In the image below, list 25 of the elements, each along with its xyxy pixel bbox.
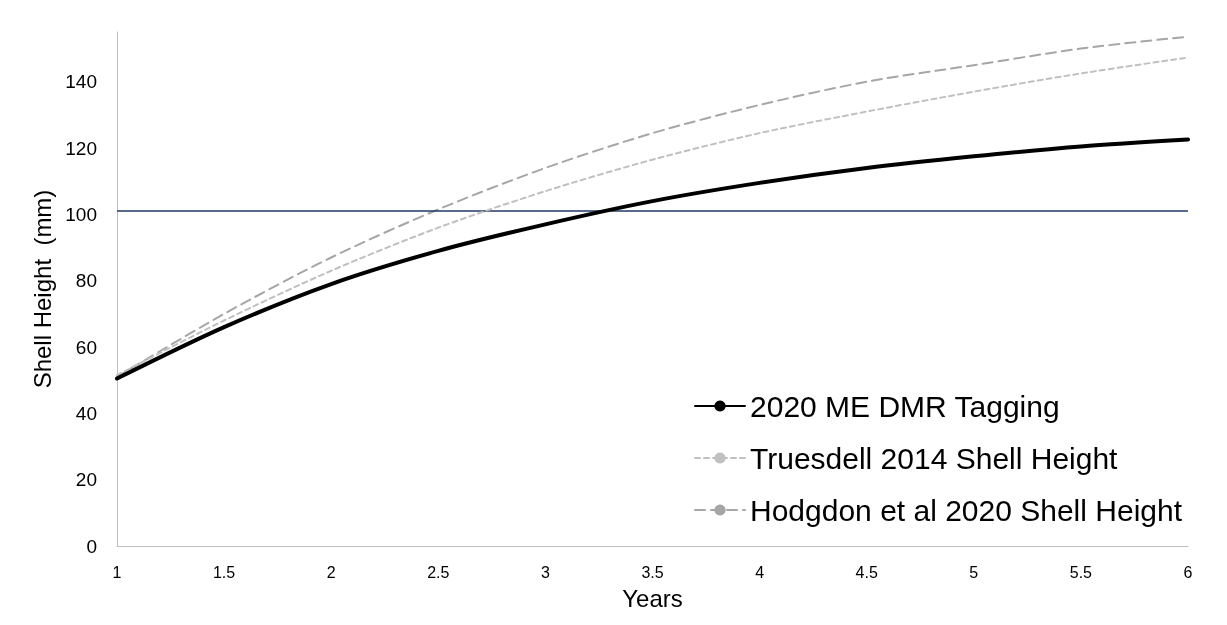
x-tick-label: 1.5 <box>212 563 236 581</box>
y-axis-title: Shell Height (mm) <box>28 189 56 389</box>
x-tick-label: 2.5 <box>427 563 450 581</box>
x-tick-label: 1 <box>112 563 122 581</box>
y-tick-label: 0 <box>86 535 97 557</box>
line-series <box>115 137 1190 381</box>
legend-label: 2020 ME DMR Tagging <box>750 389 1060 423</box>
x-tick-label: 4 <box>755 563 765 581</box>
x-tick-label: 3 <box>540 563 550 581</box>
y-tick-label: 120 <box>65 137 97 159</box>
y-tick-label: 80 <box>75 270 97 292</box>
x-axis-title: Years <box>622 584 683 612</box>
x-tick-label: 4.5 <box>855 563 878 581</box>
x-tick-label: 5.5 <box>1069 563 1093 581</box>
y-tick-label: 40 <box>75 402 97 424</box>
legend-label: Truesdell 2014 Shell Height <box>750 441 1119 475</box>
y-tick-label: 100 <box>65 203 97 225</box>
x-tick-label: 5 <box>969 563 979 581</box>
x-tick-label: 3.5 <box>641 563 664 581</box>
x-tick-label: 2 <box>326 563 336 581</box>
y-tick-label: 140 <box>65 71 97 93</box>
x-tick-label: 6 <box>1183 563 1193 581</box>
y-tick-label: 20 <box>75 469 97 491</box>
y-tick-label: 60 <box>75 336 97 358</box>
legend-label: Hodgdon et al 2020 Shell Height <box>750 493 1183 527</box>
